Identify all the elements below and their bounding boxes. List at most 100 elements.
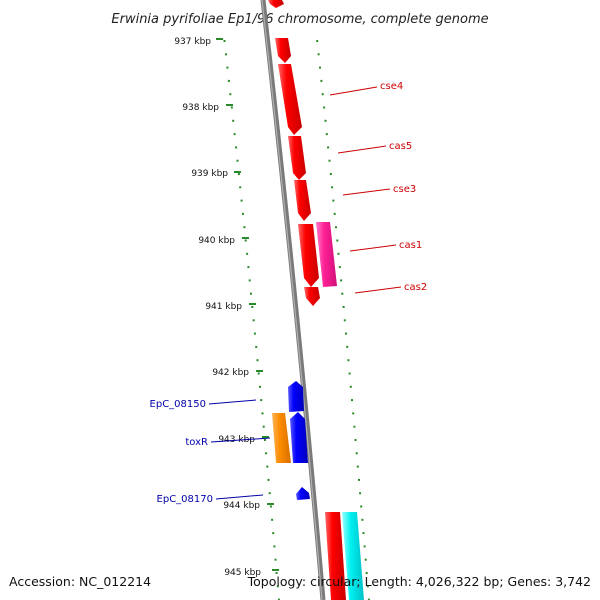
gene-arrow-epc08170 bbox=[296, 487, 310, 500]
label-cas2[interactable]: cas2 bbox=[404, 282, 427, 293]
inner-track-dot bbox=[248, 279, 251, 282]
inner-track-dot bbox=[226, 66, 229, 69]
outer-track-dot bbox=[335, 226, 337, 229]
outer-track-dot bbox=[324, 119, 327, 122]
inner-track-dot bbox=[260, 399, 263, 402]
toxr-gene-group bbox=[272, 381, 310, 500]
label-epc08150[interactable]: EpC_08150 bbox=[150, 399, 206, 410]
inner-track-dot bbox=[236, 159, 239, 162]
label-epc08170[interactable]: EpC_08170 bbox=[157, 494, 213, 505]
inner-track-dot bbox=[274, 558, 277, 561]
outer-track-dot bbox=[362, 532, 365, 535]
outer-track-dot bbox=[342, 306, 345, 308]
outer-track-dot bbox=[366, 585, 369, 588]
gene-arrow-cas2 bbox=[304, 287, 320, 306]
tick-label-942: 942 kbp bbox=[212, 368, 249, 378]
inner-track-dot bbox=[272, 532, 275, 535]
gene-labels-right: cse4 cas5 cse3 cas1 cas2 bbox=[329, 81, 427, 294]
label-cse3[interactable]: cse3 bbox=[393, 184, 416, 195]
outer-track-dot bbox=[346, 345, 349, 348]
inner-track-dot bbox=[244, 239, 247, 242]
inner-track-dot bbox=[267, 478, 270, 481]
gene-arrow-toxr bbox=[272, 413, 291, 463]
gene-arrow-cse4 bbox=[278, 64, 302, 135]
label-cas1[interactable]: cas1 bbox=[399, 240, 422, 251]
outer-track-dot bbox=[329, 173, 332, 175]
outer-track-dot bbox=[320, 79, 323, 82]
gene-arrow-top bbox=[268, 0, 284, 8]
outer-track-dot bbox=[343, 319, 346, 322]
outer-track-dot bbox=[361, 518, 364, 521]
outer-track-dot bbox=[332, 199, 335, 202]
label-toxr[interactable]: toxR bbox=[185, 437, 208, 448]
tick-label-939: 939 kbp bbox=[191, 169, 228, 179]
inner-track-dot bbox=[276, 585, 279, 588]
gene-arrow-bottom-red bbox=[325, 512, 346, 600]
inner-track-dot bbox=[253, 332, 256, 335]
inner-track-dot bbox=[233, 133, 236, 136]
outer-track-dot bbox=[363, 545, 366, 548]
gene-labels-left: EpC_08150 toxR EpC_08170 bbox=[150, 399, 271, 505]
inner-track-dot bbox=[223, 40, 226, 42]
inner-track-dot bbox=[277, 598, 280, 600]
inner-track-dot bbox=[230, 106, 233, 109]
tick-label-944: 944 kbp bbox=[223, 501, 260, 511]
gene-arrow-cse1 bbox=[275, 38, 291, 63]
label-cse4[interactable]: cse4 bbox=[380, 81, 403, 92]
outer-track-dot bbox=[340, 279, 343, 282]
inner-track-dot bbox=[225, 53, 227, 56]
outer-track-dot bbox=[323, 106, 326, 109]
bottom-gene-group bbox=[325, 512, 364, 600]
tick-label-937: 937 kbp bbox=[174, 37, 211, 47]
inner-track-dot bbox=[275, 572, 278, 574]
outer-track-dot bbox=[319, 66, 321, 69]
inner-track-dot bbox=[227, 79, 230, 82]
inner-track-dot bbox=[265, 452, 268, 455]
inner-track-dot bbox=[240, 199, 243, 202]
outer-track-dot bbox=[353, 425, 356, 428]
label-cas5[interactable]: cas5 bbox=[389, 141, 412, 152]
outer-track-dot bbox=[325, 133, 328, 136]
outer-track-dot bbox=[336, 239, 339, 242]
gene-arrow-epc08150 bbox=[288, 381, 304, 412]
inner-track-dot bbox=[257, 372, 260, 375]
inner-track-dot bbox=[250, 292, 252, 295]
tick-label-941: 941 kbp bbox=[205, 302, 242, 312]
inner-track-dot bbox=[263, 439, 266, 441]
outer-track-dot bbox=[354, 439, 357, 441]
gene-arrow-cas5 bbox=[288, 136, 306, 180]
inner-track-dot bbox=[261, 412, 264, 415]
outer-track-dot bbox=[356, 465, 359, 468]
outer-track-dot bbox=[331, 186, 334, 189]
gene-arrow-bottom-cyan bbox=[342, 512, 364, 600]
outer-track-dot bbox=[348, 372, 351, 375]
outer-track-dot bbox=[333, 212, 336, 215]
inner-track-dot bbox=[252, 319, 255, 322]
outer-track-dot bbox=[327, 146, 330, 149]
inner-track-dot bbox=[247, 266, 250, 269]
outer-track-dot bbox=[355, 452, 358, 455]
inner-track-dot bbox=[268, 492, 271, 495]
inner-track-dot bbox=[255, 345, 258, 348]
genome-summary-text: Topology: circular; Length: 4,026,322 bp… bbox=[247, 574, 591, 589]
outer-track-dot bbox=[364, 558, 367, 561]
outer-track-dot bbox=[347, 359, 350, 362]
outer-track-dot bbox=[337, 252, 340, 255]
inner-track-dot bbox=[251, 306, 254, 308]
tick-label-938: 938 kbp bbox=[182, 103, 219, 113]
inner-track-dot bbox=[237, 173, 240, 175]
tick-label-940: 940 kbp bbox=[198, 236, 235, 246]
tick-label-945: 945 kbp bbox=[224, 568, 261, 578]
inner-track-dot bbox=[235, 146, 238, 149]
inner-track-dot bbox=[266, 465, 269, 468]
chromosome-backbone-highlight bbox=[261, 0, 323, 600]
outer-track-dot bbox=[345, 332, 347, 335]
inner-track-dot bbox=[242, 212, 244, 215]
inner-track-dot bbox=[256, 359, 259, 362]
outer-track-dot bbox=[358, 478, 360, 481]
outer-track-dot bbox=[316, 40, 319, 42]
gene-arrow-toxr-blue bbox=[290, 412, 308, 463]
outer-track-dot bbox=[367, 598, 370, 600]
inner-track-dot bbox=[269, 505, 272, 508]
